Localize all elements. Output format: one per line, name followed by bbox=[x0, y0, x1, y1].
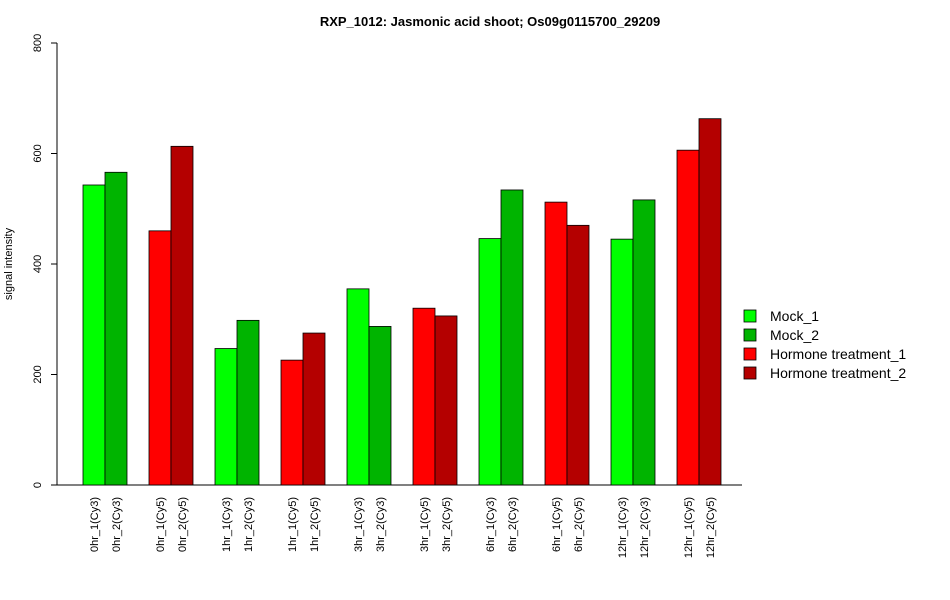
x-tick-label: 3hr_2(Cy3) bbox=[375, 497, 387, 552]
x-tick-label: 12hr_1(Cy5) bbox=[683, 497, 695, 558]
legend-swatch bbox=[743, 328, 757, 342]
bar-12hr_2(Cy3) bbox=[632, 199, 656, 486]
x-tick-label: 6hr_2(Cy5) bbox=[573, 497, 585, 552]
bar-12hr_1(Cy3) bbox=[610, 238, 634, 486]
bar-1hr_2(Cy3) bbox=[236, 319, 260, 486]
x-tick-label: 0hr_2(Cy5) bbox=[177, 497, 189, 552]
x-tick-label: 12hr_2(Cy5) bbox=[705, 497, 717, 558]
y-tick-label: 200 bbox=[32, 365, 44, 383]
bar-1hr_1(Cy3) bbox=[214, 348, 238, 486]
bar-0hr_2(Cy3) bbox=[104, 171, 128, 486]
bar-0hr_1(Cy5) bbox=[148, 230, 172, 486]
x-tick-label: 1hr_2(Cy3) bbox=[243, 497, 255, 552]
x-tick-label: 0hr_1(Cy5) bbox=[155, 497, 167, 552]
x-tick-label: 6hr_1(Cy5) bbox=[551, 497, 563, 552]
x-tick-label: 12hr_2(Cy3) bbox=[639, 497, 651, 558]
x-tick-label: 0hr_1(Cy3) bbox=[89, 497, 101, 552]
y-axis-label: signal intensity bbox=[3, 227, 15, 300]
bar-12hr_2(Cy5) bbox=[698, 118, 722, 486]
x-tick-label: 1hr_2(Cy5) bbox=[309, 497, 321, 552]
x-tick-label: 1hr_1(Cy3) bbox=[221, 497, 233, 552]
bar-3hr_2(Cy5) bbox=[434, 315, 458, 486]
y-tick-label: 400 bbox=[32, 255, 44, 273]
bar-1hr_1(Cy5) bbox=[280, 359, 304, 486]
bar-6hr_2(Cy5) bbox=[566, 224, 590, 486]
bar-1hr_2(Cy5) bbox=[302, 332, 326, 486]
x-tick-label: 3hr_2(Cy5) bbox=[441, 497, 453, 552]
x-tick-label: 3hr_1(Cy5) bbox=[419, 497, 431, 552]
bar-12hr_1(Cy5) bbox=[676, 149, 700, 486]
bar-6hr_2(Cy3) bbox=[500, 189, 524, 486]
chart-title: RXP_1012: Jasmonic acid shoot; Os09g0115… bbox=[320, 14, 660, 29]
bar-3hr_1(Cy5) bbox=[412, 307, 436, 486]
bar-6hr_1(Cy5) bbox=[544, 201, 568, 486]
bar-6hr_1(Cy3) bbox=[478, 238, 502, 486]
legend: Mock_1 Mock_2 Hormone treatment_1 Hormone t… bbox=[743, 308, 906, 381]
bar-0hr_2(Cy5) bbox=[170, 145, 194, 486]
bar-0hr_1(Cy3) bbox=[82, 184, 106, 486]
x-tick-label: 6hr_1(Cy3) bbox=[485, 497, 497, 552]
legend-swatch bbox=[743, 366, 757, 380]
bar-3hr_2(Cy3) bbox=[368, 326, 392, 486]
legend-label: Hormone treatment_1 bbox=[770, 346, 906, 362]
legend-label: Mock_1 bbox=[770, 308, 819, 324]
legend-label: Hormone treatment_2 bbox=[770, 365, 906, 381]
x-axis: 0hr_1(Cy3) 0hr_2(Cy3) 0hr_1(Cy5) 0hr_2(Cy5)… bbox=[57, 484, 742, 558]
y-tick-label: 600 bbox=[32, 144, 44, 162]
bars-group bbox=[82, 118, 722, 486]
legend-swatch bbox=[743, 347, 757, 361]
y-axis: 0 200 400 600 800 bbox=[32, 34, 58, 488]
legend-swatch bbox=[743, 309, 757, 323]
legend-label: Mock_2 bbox=[770, 327, 819, 343]
y-tick-label: 800 bbox=[32, 34, 44, 52]
x-tick-label: 12hr_1(Cy3) bbox=[617, 497, 629, 558]
x-tick-label: 0hr_2(Cy3) bbox=[111, 497, 123, 552]
y-tick-label: 0 bbox=[32, 482, 44, 488]
x-tick-label: 3hr_1(Cy3) bbox=[353, 497, 365, 552]
bar-3hr_1(Cy3) bbox=[346, 288, 370, 486]
x-tick-label: 1hr_1(Cy5) bbox=[287, 497, 299, 552]
x-tick-label: 6hr_2(Cy3) bbox=[507, 497, 519, 552]
